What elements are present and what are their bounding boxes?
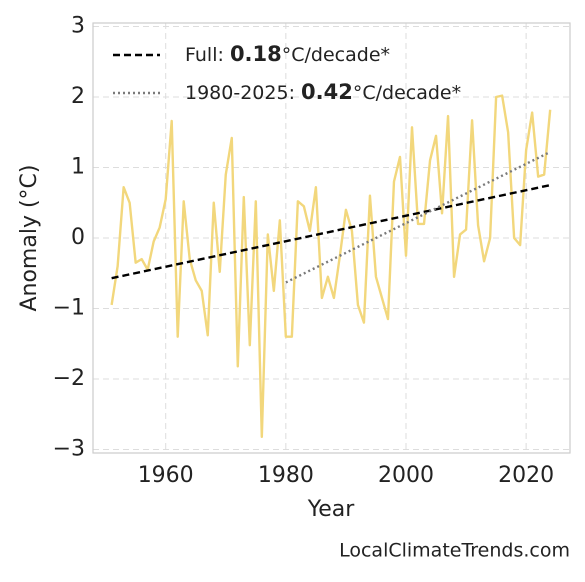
x-axis-label: Year (307, 497, 356, 522)
y-tick-label: 3 (71, 14, 85, 39)
y-tick-label: −3 (53, 436, 85, 461)
trend-line (285, 150, 551, 284)
y-tick-label: 1 (71, 155, 85, 180)
y-tick-label: −2 (53, 366, 85, 391)
x-tick-label: 2020 (498, 463, 554, 488)
x-tick-label: 2000 (378, 463, 434, 488)
trend-line (111, 183, 551, 280)
plot-frame (92, 22, 571, 454)
y-tick-label: −1 (53, 295, 85, 320)
y-axis-label: Anomaly (°C) (17, 164, 42, 311)
legend-name: Full: (185, 44, 230, 66)
legend-rate: 0.18 (230, 42, 282, 66)
y-tick-label: 0 (71, 225, 85, 250)
x-tick-label: 1980 (258, 463, 314, 488)
legend-entry: Full: 0.18°C/decade* (185, 42, 390, 66)
legend-entry: 1980-2025: 0.42°C/decade* (185, 80, 461, 104)
x-tick-label: 1960 (138, 463, 194, 488)
source-label: LocalClimateTrends.com (339, 540, 570, 562)
y-tick-label: 2 (71, 84, 85, 109)
legend-rate: 0.42 (301, 80, 353, 104)
legend-unit: °C/decade* (353, 82, 461, 104)
data-line (110, 94, 552, 438)
legend-unit: °C/decade* (282, 44, 390, 66)
legend-name: 1980-2025: (185, 82, 301, 104)
